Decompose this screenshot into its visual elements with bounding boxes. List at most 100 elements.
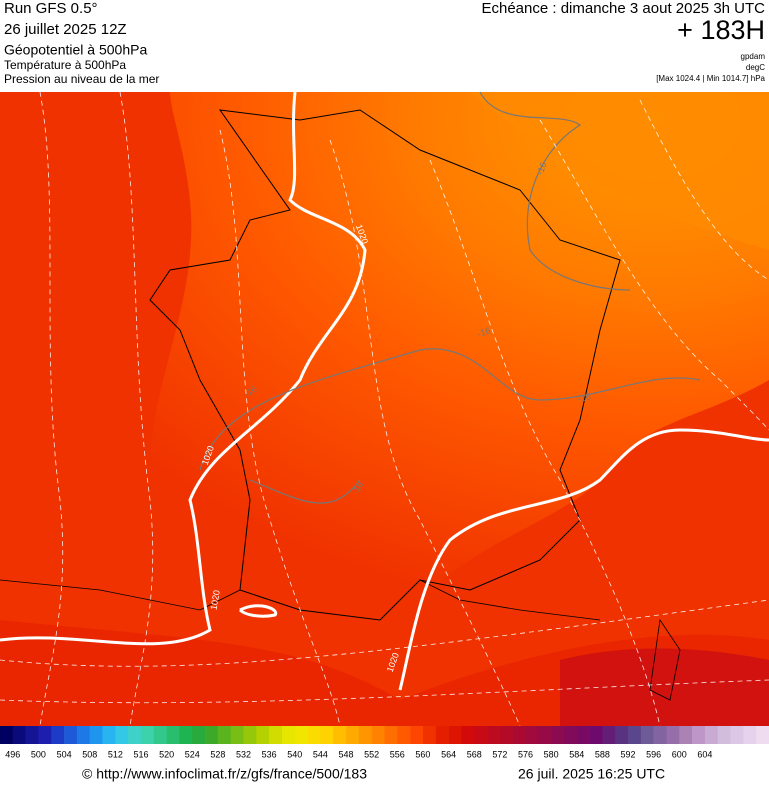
footer: © http://www.infoclimat.fr/z/gfs/france/… bbox=[82, 766, 665, 782]
color-swatch bbox=[717, 726, 731, 744]
color-swatch bbox=[576, 726, 590, 744]
color-swatch bbox=[730, 726, 744, 744]
color-swatch bbox=[166, 726, 180, 744]
colorbar-label: 560 bbox=[415, 749, 430, 759]
layer-3: Pression au niveau de la mer bbox=[4, 72, 159, 86]
colorbar-label: 540 bbox=[287, 749, 302, 759]
color-swatch bbox=[217, 726, 231, 744]
run: Run GFS 0.5° bbox=[4, 0, 98, 17]
colorbar-label: 516 bbox=[133, 749, 148, 759]
color-swatch bbox=[756, 726, 769, 744]
color-swatch bbox=[487, 726, 501, 744]
color-swatch bbox=[551, 726, 565, 744]
color-swatch bbox=[589, 726, 603, 744]
color-swatch bbox=[563, 726, 578, 744]
isotherms bbox=[199, 91, 701, 504]
color-swatch bbox=[140, 726, 155, 744]
color-swatch bbox=[358, 726, 372, 744]
color-swatch bbox=[51, 726, 65, 744]
color-swatch bbox=[0, 726, 14, 744]
color-swatch bbox=[333, 726, 347, 744]
color-swatch bbox=[435, 726, 449, 744]
color-swatch bbox=[422, 726, 437, 744]
colorbar-label: 556 bbox=[390, 749, 405, 759]
colorbar-label: 588 bbox=[595, 749, 610, 759]
colorbar-label: 520 bbox=[159, 749, 174, 759]
colorbar-label: 576 bbox=[518, 749, 533, 759]
color-swatch bbox=[25, 726, 39, 744]
color-swatch bbox=[628, 726, 642, 744]
header: Run GFS 0.5° 26 juillet 2025 12Z Géopote… bbox=[4, 0, 766, 86]
color-swatch bbox=[89, 726, 103, 744]
unit-gpdam: gpdam bbox=[741, 52, 766, 61]
colorbar-label: 568 bbox=[467, 749, 482, 759]
timestamp: 26 juil. 2025 16:25 UTC bbox=[518, 766, 665, 782]
color-swatch bbox=[474, 726, 488, 744]
color-swatch bbox=[294, 726, 308, 744]
color-swatch bbox=[397, 726, 411, 744]
isobars bbox=[0, 91, 769, 691]
color-swatch bbox=[115, 726, 129, 744]
color-swatch bbox=[153, 726, 167, 744]
color-swatch bbox=[307, 726, 321, 744]
colorbar-label: 532 bbox=[236, 749, 251, 759]
colorbar-label: 536 bbox=[262, 749, 277, 759]
color-swatch bbox=[653, 726, 667, 744]
color-swatch bbox=[640, 726, 654, 744]
color-swatch bbox=[679, 726, 693, 744]
color-swatch bbox=[448, 726, 462, 744]
color-swatch bbox=[615, 726, 629, 744]
color-swatch bbox=[320, 726, 334, 744]
color-swatch bbox=[38, 726, 52, 744]
layer-1: Géopotentiel à 500hPa bbox=[4, 42, 147, 58]
color-swatch bbox=[76, 726, 91, 744]
isotherm-label: -16 bbox=[577, 391, 592, 404]
isobar-label: 1020 bbox=[208, 589, 221, 610]
color-swatch bbox=[281, 726, 296, 744]
colorbar-label: 584 bbox=[569, 749, 584, 759]
color-swatch bbox=[64, 726, 78, 744]
colorbar-label: 548 bbox=[339, 749, 354, 759]
color-swatch bbox=[743, 726, 757, 744]
color-swatch bbox=[666, 726, 680, 744]
warmest-area bbox=[470, 92, 769, 250]
color-swatch bbox=[602, 726, 616, 744]
colorbar-label: 500 bbox=[31, 749, 46, 759]
color-swatch bbox=[371, 726, 385, 744]
color-swatch bbox=[12, 726, 26, 744]
colorbar-label: 528 bbox=[210, 749, 225, 759]
color-swatch bbox=[179, 726, 193, 744]
colorbar-label: 512 bbox=[108, 749, 123, 759]
colorbar-label: 596 bbox=[646, 749, 661, 759]
color-swatch bbox=[538, 726, 552, 744]
color-swatch bbox=[230, 726, 244, 744]
colorbar-label: 504 bbox=[57, 749, 72, 759]
map: 1020 1020 1020 1020 -16 -16 -16 -16 -16 bbox=[0, 91, 769, 727]
color-swatch bbox=[692, 726, 706, 744]
coolest-area bbox=[560, 648, 769, 726]
geopotential bbox=[0, 91, 769, 727]
color-swatch bbox=[346, 726, 360, 744]
pressure-range: [Max 1024.4 | Min 1014.7] hPa bbox=[656, 74, 765, 83]
colorbar-label: 524 bbox=[185, 749, 200, 759]
colorbar-label: 508 bbox=[82, 749, 97, 759]
color-swatch bbox=[256, 726, 270, 744]
colorbar: 496 500 504 508 512 516 520 524 528 532 536 540 544 5… bbox=[0, 726, 769, 759]
color-swatch bbox=[384, 726, 398, 744]
color-swatch bbox=[499, 726, 513, 744]
color-swatch bbox=[128, 726, 142, 744]
color-swatch bbox=[525, 726, 539, 744]
lead-time: + 183H bbox=[677, 15, 765, 45]
echeance: Echéance : dimanche 3 aout 2025 3h UTC bbox=[481, 0, 765, 17]
colorbar-label: 592 bbox=[621, 749, 636, 759]
colorbar-label: 604 bbox=[697, 749, 712, 759]
unit-degc: degC bbox=[746, 63, 765, 72]
colorbar-label: 496 bbox=[5, 749, 20, 759]
color-swatch bbox=[410, 726, 424, 744]
color-swatch bbox=[243, 726, 257, 744]
source-url: © http://www.infoclimat.fr/z/gfs/france/… bbox=[82, 766, 367, 782]
colorbar-label: 600 bbox=[672, 749, 687, 759]
isotherm-label: -16 bbox=[535, 161, 549, 177]
layer-2: Température à 500hPa bbox=[4, 58, 126, 72]
